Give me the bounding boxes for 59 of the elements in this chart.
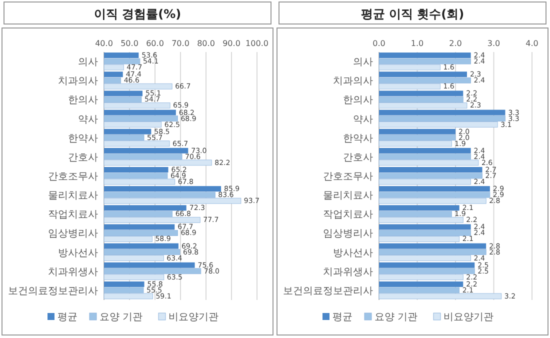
legend-label: 비요양기관 [444, 312, 494, 323]
legend-label: 평균 [332, 312, 352, 323]
y-tick-label: 치과위생사 [48, 266, 98, 278]
x-tick-label: 70.0 [172, 39, 190, 48]
x-tick-label: 3.0 [487, 39, 500, 48]
y-tick-label: 간호조무사 [323, 172, 373, 182]
y-tick-label: 임상병리사 [48, 228, 98, 240]
y-tick-label: 한의사 [343, 95, 373, 106]
bar [379, 186, 490, 192]
chart-title: 이직 경험률(%) [94, 7, 182, 21]
x-tick-label: 100.0 [246, 39, 268, 48]
y-tick-label: 간호사 [68, 152, 98, 164]
y-tick-label: 약사 [353, 114, 373, 126]
x-tick-label: 4.0 [526, 39, 538, 48]
x-tick-label: 80.0 [197, 39, 215, 48]
legend-label: 평균 [58, 312, 78, 323]
bar [379, 262, 475, 268]
y-tick-label: 치과의사 [333, 76, 373, 88]
y-tick-label: 간호사 [343, 152, 373, 164]
legend-label: 요양 기관 [100, 312, 143, 323]
x-tick-label: 40.0 [95, 39, 113, 48]
x-tick-label: 1.0 [410, 39, 424, 48]
y-tick-label: 물리치료사 [48, 190, 98, 202]
x-tick-label: 60.0 [146, 39, 164, 48]
bar [379, 205, 460, 211]
y-tick-label: 작업치료사 [48, 210, 98, 221]
bar [379, 281, 464, 287]
bar [379, 52, 471, 58]
x-tick-label: 50.0 [120, 39, 138, 48]
y-tick-label: 약사 [78, 114, 98, 126]
y-tick-label: 방사선사 [333, 248, 373, 259]
y-tick-label: 한약사 [68, 133, 98, 144]
bar [379, 167, 482, 172]
bar [379, 224, 471, 230]
y-tick-label: 치과위생사 [323, 266, 373, 278]
y-tick-label: 임상병리사 [323, 228, 373, 240]
bar [379, 148, 471, 154]
legend-label: 비요양기관 [168, 312, 218, 323]
y-tick-label: 물리치료사 [323, 190, 373, 202]
chart-title: 평균 이직 횟수(회) [360, 7, 464, 21]
y-tick-label: 한약사 [343, 133, 373, 144]
bar [379, 128, 456, 134]
y-tick-label: 방사선사 [58, 248, 98, 259]
y-tick-label: 의사 [353, 57, 373, 68]
y-tick-label: 치과의사 [58, 76, 98, 88]
y-tick-label: 작업치료사 [323, 210, 373, 221]
x-tick-label: 90.0 [222, 39, 240, 48]
legend-label: 요양 기관 [374, 312, 418, 323]
x-tick-label: 0.0 [372, 39, 386, 48]
bar [379, 72, 467, 78]
y-tick-label: 한의사 [68, 95, 98, 106]
bar [379, 243, 486, 249]
y-tick-label: 간호조무사 [48, 172, 98, 182]
y-tick-label: 의사 [78, 57, 98, 68]
y-tick-label: 보건의료정보관리사 [8, 286, 98, 297]
x-tick-label: 2.0 [449, 39, 462, 48]
bar [379, 110, 506, 116]
bar [379, 90, 464, 96]
y-tick-label: 보건의료정보관리사 [283, 286, 373, 297]
